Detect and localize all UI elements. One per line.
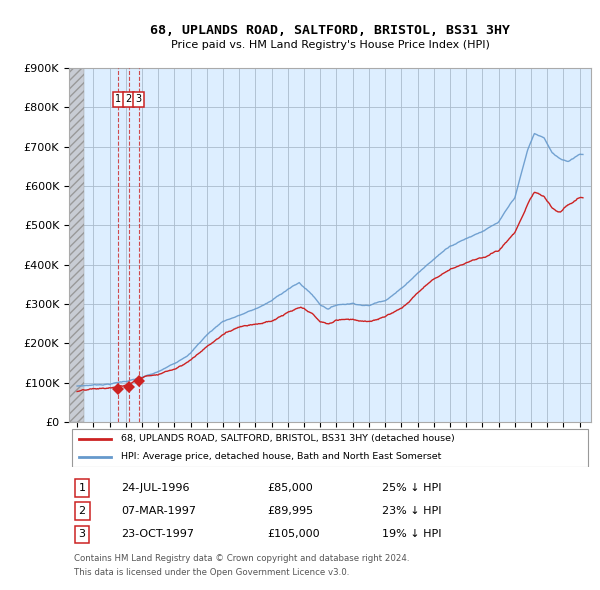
Text: HPI: Average price, detached house, Bath and North East Somerset: HPI: Average price, detached house, Bath… (121, 453, 442, 461)
Text: 3: 3 (136, 94, 142, 104)
Text: Contains HM Land Registry data © Crown copyright and database right 2024.: Contains HM Land Registry data © Crown c… (74, 554, 410, 563)
Text: 19% ↓ HPI: 19% ↓ HPI (382, 529, 442, 539)
Text: £89,995: £89,995 (268, 506, 313, 516)
Text: 23% ↓ HPI: 23% ↓ HPI (382, 506, 442, 516)
Text: 23-OCT-1997: 23-OCT-1997 (121, 529, 194, 539)
Text: 07-MAR-1997: 07-MAR-1997 (121, 506, 196, 516)
Text: 3: 3 (79, 529, 86, 539)
Text: 2: 2 (125, 94, 132, 104)
Text: 68, UPLANDS ROAD, SALTFORD, BRISTOL, BS31 3HY (detached house): 68, UPLANDS ROAD, SALTFORD, BRISTOL, BS3… (121, 434, 455, 443)
Text: 24-JUL-1996: 24-JUL-1996 (121, 483, 190, 493)
Text: 68, UPLANDS ROAD, SALTFORD, BRISTOL, BS31 3HY: 68, UPLANDS ROAD, SALTFORD, BRISTOL, BS3… (150, 24, 510, 37)
Text: £85,000: £85,000 (268, 483, 313, 493)
Text: 1: 1 (115, 94, 122, 104)
FancyBboxPatch shape (71, 429, 589, 467)
Text: 2: 2 (79, 506, 86, 516)
Text: 25% ↓ HPI: 25% ↓ HPI (382, 483, 442, 493)
Text: £105,000: £105,000 (268, 529, 320, 539)
Text: Price paid vs. HM Land Registry's House Price Index (HPI): Price paid vs. HM Land Registry's House … (170, 40, 490, 50)
Text: This data is licensed under the Open Government Licence v3.0.: This data is licensed under the Open Gov… (74, 568, 350, 577)
Text: 1: 1 (79, 483, 86, 493)
